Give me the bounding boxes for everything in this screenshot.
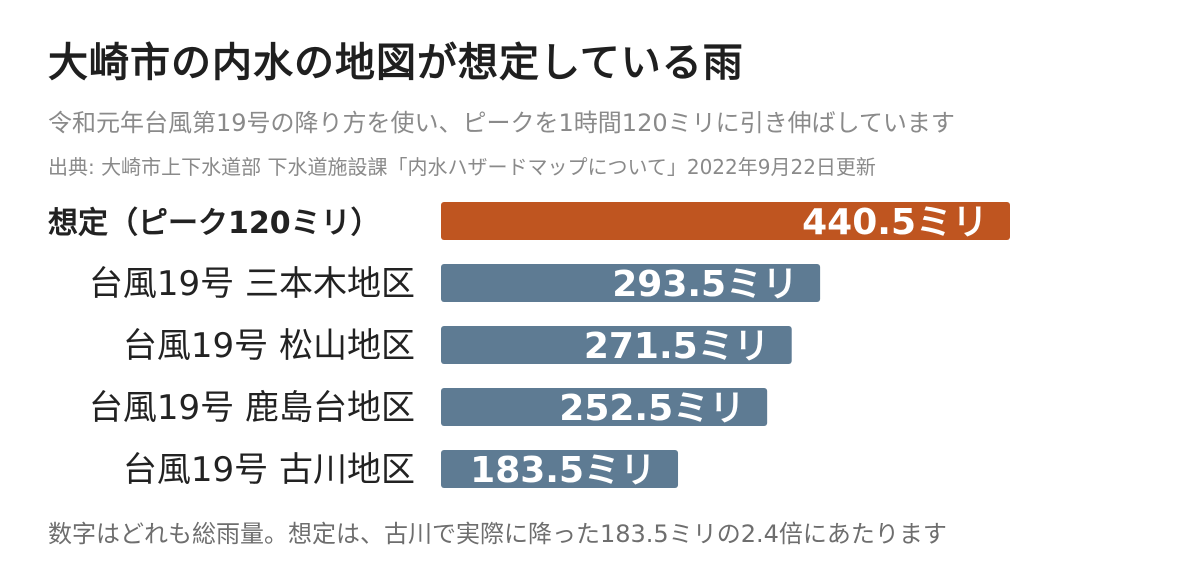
value-label: 271.5ミリ [584,326,770,367]
value-label: 183.5ミリ [470,450,656,491]
value-label: 440.5ミリ [802,202,988,243]
bar [441,264,821,302]
source-note: 出典: 大崎市上下水道部 下水道施設課「内水ハザードマップについて」2022年9… [48,155,876,179]
category-label: 想定（ピーク120ミリ） [48,206,381,241]
chart-subtitle: 令和元年台風第19号の降り方を使い、ピークを1時間120ミリに引き伸ばしています [48,109,955,137]
bar [441,450,679,488]
bar-highlight [441,202,1010,240]
category-label: 台風19号 古川地区 [123,450,415,490]
value-label: 293.5ミリ [612,264,798,305]
category-label: 台風19号 鹿島台地区 [89,388,415,428]
chart-title: 大崎市の内水の地図が想定している雨 [48,40,744,86]
bar [441,388,768,426]
value-label: 252.5ミリ [559,388,745,429]
bar [441,326,792,364]
footnote: 数字はどれも総雨量。想定は、古川で実際に降った183.5ミリの2.4倍にあたりま… [48,520,947,548]
category-label: 台風19号 松山地区 [123,326,415,366]
category-label: 台風19号 三本木地区 [89,264,415,304]
